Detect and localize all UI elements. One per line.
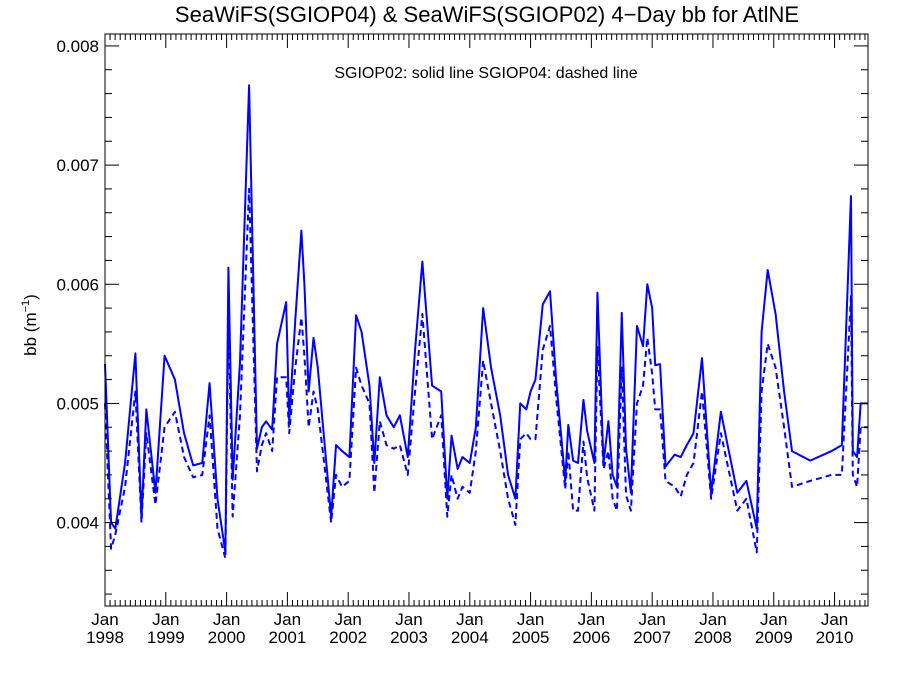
x-tick-month-label: Jan xyxy=(91,610,118,629)
y-axis-label-superscript: −1 xyxy=(20,300,32,313)
y-tick-label: 0.005 xyxy=(56,394,99,413)
x-tick-year-label: 1999 xyxy=(147,628,185,647)
y-tick-label: 0.008 xyxy=(56,37,99,56)
line-style-note: SGIOP02: solid line SGIOP04: dashed line xyxy=(334,65,637,82)
y-tick-label: 0.007 xyxy=(56,156,99,175)
x-tick-year-label: 2005 xyxy=(512,628,550,647)
x-tick-month-label: Jan xyxy=(395,610,422,629)
x-tick-month-label: Jan xyxy=(152,610,179,629)
x-tick-month-label: Jan xyxy=(517,610,544,629)
x-tick-year-label: 2010 xyxy=(816,628,854,647)
x-tick-year-label: 2001 xyxy=(268,628,306,647)
chart-title: SeaWiFS(SGIOP04) & SeaWiFS(SGIOP02) 4−Da… xyxy=(175,2,799,27)
x-tick-year-label: 2006 xyxy=(572,628,610,647)
x-tick-month-label: Jan xyxy=(760,610,787,629)
x-tick-month-label: Jan xyxy=(213,610,240,629)
series-line-sgiop04 xyxy=(104,187,868,560)
x-tick-month-label: Jan xyxy=(578,610,605,629)
y-tick-label: 0.006 xyxy=(56,275,99,294)
plot-area xyxy=(104,84,868,560)
x-tick-month-label: Jan xyxy=(638,610,665,629)
series-line-sgiop02 xyxy=(104,84,868,554)
x-tick-month-label: Jan xyxy=(456,610,483,629)
x-tick-month-label: Jan xyxy=(821,610,848,629)
axes: 0.0040.0050.0060.0070.008Jan1998Jan1999J… xyxy=(56,34,868,647)
plot-frame xyxy=(104,33,869,607)
x-tick-year-label: 1998 xyxy=(86,628,124,647)
x-tick-month-label: Jan xyxy=(699,610,726,629)
y-axis-label-close: ) xyxy=(21,294,40,300)
x-tick-month-label: Jan xyxy=(334,610,361,629)
x-tick-year-label: 2007 xyxy=(633,628,671,647)
y-axis-label: bb (m−1) xyxy=(20,294,40,356)
x-tick-year-label: 2000 xyxy=(208,628,246,647)
x-tick-month-label: Jan xyxy=(274,610,301,629)
x-tick-year-label: 2002 xyxy=(329,628,367,647)
x-tick-year-label: 2008 xyxy=(694,628,732,647)
x-tick-year-label: 2003 xyxy=(390,628,428,647)
y-tick-label: 0.004 xyxy=(56,514,99,533)
x-tick-year-label: 2009 xyxy=(755,628,793,647)
x-tick-year-label: 2004 xyxy=(451,628,489,647)
